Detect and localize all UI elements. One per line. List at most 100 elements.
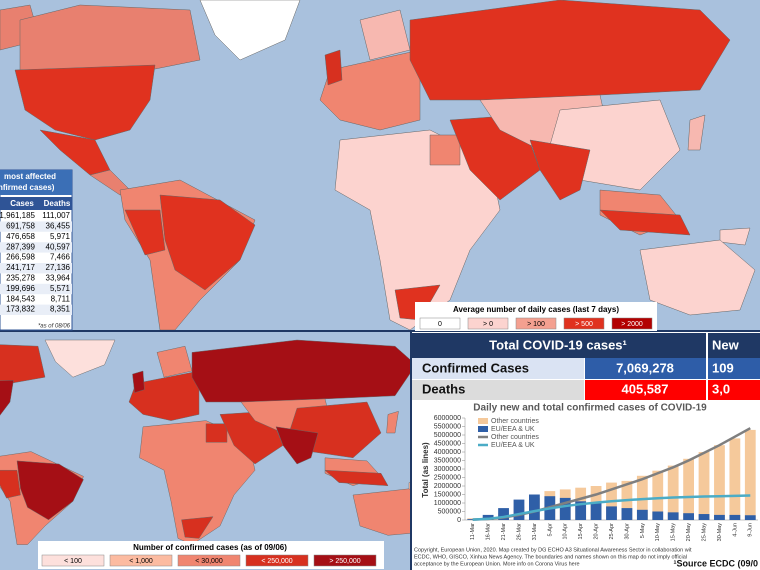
bar <box>513 499 525 520</box>
x-tick-label: 5-Apr <box>547 523 553 537</box>
y-tick-label: 2500000 <box>434 474 461 481</box>
y-tick-label: 2000000 <box>434 483 461 490</box>
cell: 7,466 <box>50 253 71 262</box>
bar <box>714 445 725 520</box>
country <box>14 64 156 141</box>
bar <box>559 497 571 520</box>
country <box>0 344 46 384</box>
country <box>199 0 301 61</box>
legend-label: > 500 <box>575 321 593 328</box>
cell: 1,961,185 <box>0 211 36 220</box>
country <box>205 423 228 443</box>
bar <box>652 511 664 520</box>
country <box>44 339 116 378</box>
x-tick-label: 10-May <box>655 523 661 542</box>
row-label-bg <box>412 358 584 379</box>
row-bg <box>0 304 72 315</box>
new-value: 3,0 <box>712 381 730 396</box>
table-title: nfirmed cases) <box>0 183 55 192</box>
x-tick-label: 25-Apr <box>609 523 615 540</box>
country <box>409 0 731 101</box>
bar <box>729 438 741 520</box>
bar <box>482 514 494 520</box>
row-bg <box>0 242 72 253</box>
table-header: Cases <box>10 199 34 208</box>
y-tick-label: 1500000 <box>434 491 461 498</box>
copyright: ECDC, WHO, GISCO, Xinhua News Agency. Th… <box>414 554 687 560</box>
row-label: Deaths <box>422 381 465 396</box>
y-tick-label: 4500000 <box>434 440 461 447</box>
legend-label: Other countries <box>491 418 539 425</box>
x-tick-label: 30-May <box>717 523 723 542</box>
country <box>159 194 256 291</box>
bar <box>744 429 756 520</box>
cell: 235,278 <box>6 274 35 283</box>
total-value: 405,587 <box>622 381 669 396</box>
row-bg <box>0 283 72 295</box>
cell: 27,136 <box>46 263 71 272</box>
legend-swatch <box>177 554 241 567</box>
x-tick-label: 21-Mar <box>501 523 507 541</box>
cell: 5,571 <box>50 284 71 293</box>
country <box>0 380 14 416</box>
country <box>719 227 751 246</box>
bar <box>744 515 756 520</box>
country <box>529 139 591 201</box>
summary-header <box>412 333 760 358</box>
legend-label: > 100 <box>527 321 545 328</box>
bar <box>667 465 679 520</box>
x-tick-label: 4-Jun <box>732 523 738 537</box>
new-cell <box>708 358 760 379</box>
legend-label: > 2000 <box>621 321 643 328</box>
country <box>0 469 21 499</box>
bar <box>652 470 664 520</box>
new-value: 109 <box>712 360 734 375</box>
cell: 111,007 <box>42 211 70 220</box>
legend-label: Other countries <box>491 434 539 441</box>
x-tick-label: 30-Apr <box>624 523 630 540</box>
country <box>324 469 389 486</box>
country <box>16 460 84 521</box>
bar <box>683 513 695 520</box>
legend-label: < 1,000 <box>129 558 153 565</box>
country <box>408 482 410 491</box>
x-tick-label: 26-Mar <box>516 523 522 541</box>
legend-swatch <box>478 426 488 432</box>
legend-label: EU/EEA & UK <box>491 426 535 433</box>
y-tick-label: 4000000 <box>434 449 461 456</box>
table-header-bg <box>0 197 72 210</box>
country <box>352 488 410 536</box>
country <box>687 114 706 151</box>
legend-swatch <box>478 418 488 424</box>
bar <box>575 501 587 520</box>
x-tick-label: 5-May <box>640 523 646 539</box>
x-tick-label: 20-May <box>686 523 692 542</box>
cell: 36,455 <box>46 222 71 231</box>
legend-label: EU/EEA & UK <box>491 442 535 449</box>
country <box>19 4 201 76</box>
bar <box>729 514 741 520</box>
cell: 33,964 <box>46 274 71 283</box>
table-header: Deaths <box>44 199 71 208</box>
legend-swatch <box>467 317 509 330</box>
y-tick-label: 5500000 <box>434 423 461 430</box>
bar <box>590 503 602 520</box>
legend-title: Average number of daily cases (last 7 da… <box>453 305 619 314</box>
row-bg <box>0 263 72 274</box>
legend-swatch <box>515 317 557 330</box>
row-label: Confirmed Cases <box>422 360 529 375</box>
total-cell <box>585 380 706 400</box>
line <box>472 494 751 521</box>
divider <box>706 333 708 400</box>
cell: 266,598 <box>6 253 35 262</box>
legend-swatch <box>563 317 605 330</box>
bar <box>606 506 617 520</box>
x-tick-label: 16-Mar <box>486 523 492 541</box>
country <box>599 209 691 236</box>
table-body: 1,961,185 111,007 691,758 36,455 476,658 5,97… <box>0 211 72 315</box>
world-map-daily <box>0 0 756 330</box>
bar <box>498 508 509 520</box>
cell: 691,758 <box>6 222 35 231</box>
x-tick-label: 25-May <box>701 523 707 542</box>
